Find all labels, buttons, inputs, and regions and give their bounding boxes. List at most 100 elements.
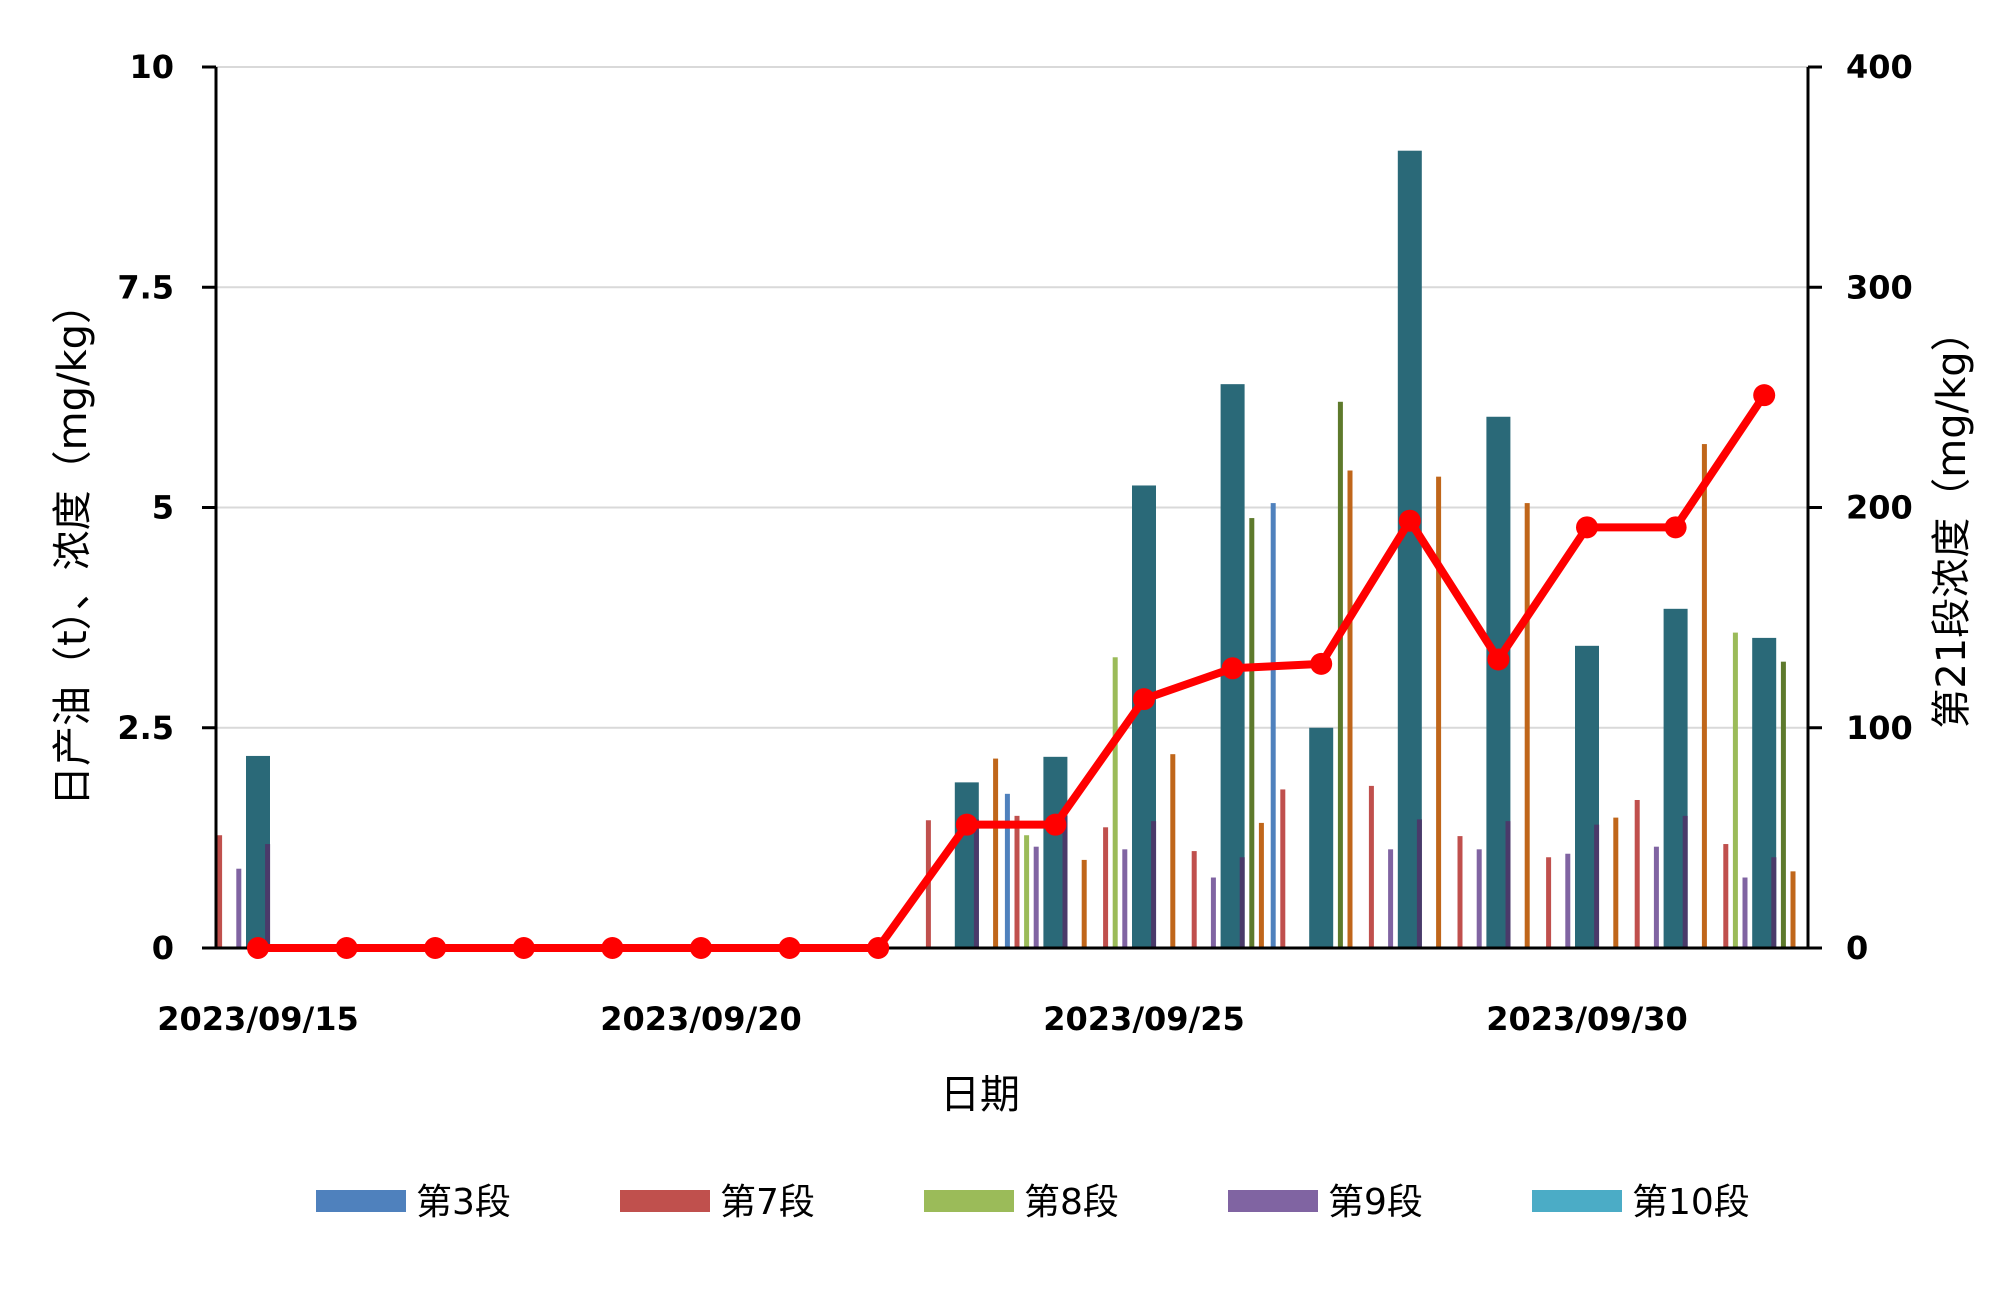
- y-tick-label: 7.5: [117, 268, 174, 306]
- line-point: [424, 937, 447, 959]
- line-series: [247, 384, 1776, 959]
- bar: [1014, 815, 1020, 948]
- bar: [1122, 849, 1128, 948]
- legend-swatch: [620, 1190, 710, 1212]
- bar: [1239, 857, 1245, 948]
- legend: 第3段 第7段 第8段 第9段 第10段: [316, 1182, 1750, 1223]
- bar: [1505, 821, 1511, 948]
- y2-tick-label: 100: [1846, 709, 1913, 747]
- line-point: [512, 937, 535, 959]
- bar: [973, 819, 979, 948]
- line-point: [601, 937, 624, 959]
- y2-tick-label: 200: [1846, 489, 1913, 527]
- bar: [1151, 821, 1157, 948]
- bar: [1546, 857, 1552, 948]
- y-tick-label: 0: [152, 929, 174, 967]
- legend-label: 第3段: [416, 1182, 511, 1223]
- bar: [1524, 503, 1530, 948]
- bar: [1723, 844, 1729, 948]
- x-tick-label: 2023/09/30: [1486, 1000, 1688, 1038]
- legend-label: 第10段: [1632, 1182, 1750, 1223]
- bar: [1436, 476, 1442, 948]
- line-point: [1044, 813, 1067, 836]
- gridlines: [216, 66, 1808, 729]
- bar: [1790, 871, 1796, 948]
- y-axis-title: 日产油（t）、浓度（mg/kg）: [50, 284, 96, 806]
- bar: [1081, 859, 1087, 948]
- bar: [1347, 470, 1353, 948]
- x-tick-label: 2023/09/15: [157, 1000, 359, 1038]
- legend-label: 第7段: [720, 1182, 815, 1223]
- line-path: [258, 392, 1768, 952]
- bar: [1103, 827, 1109, 948]
- x-tick-label: 2023/09/25: [1043, 1000, 1245, 1038]
- line-point: [955, 813, 978, 836]
- bar: [1388, 849, 1394, 948]
- bar: [1742, 877, 1748, 948]
- bar: [1682, 815, 1688, 948]
- bar: [1780, 661, 1786, 948]
- y-tick-label: 5: [152, 489, 174, 527]
- legend-swatch: [316, 1190, 406, 1212]
- bar: [1653, 846, 1659, 948]
- bar: [1732, 632, 1738, 948]
- bar: [1170, 754, 1176, 948]
- bar: [1280, 789, 1286, 948]
- bar: [217, 835, 223, 948]
- bar: [265, 844, 271, 948]
- legend-label: 第8段: [1024, 1182, 1119, 1223]
- bar: [1249, 518, 1255, 948]
- y-tick-label: 2.5: [117, 709, 174, 747]
- line-point: [778, 937, 801, 959]
- bar: [236, 868, 242, 948]
- legend-swatch: [924, 1190, 1014, 1212]
- line-point: [247, 937, 269, 959]
- line-point: [1310, 652, 1333, 675]
- x-tick-label: 2023/09/20: [600, 1000, 802, 1038]
- x-axis-title: 日期: [940, 1072, 1020, 1118]
- line-point: [1221, 657, 1244, 680]
- line-point: [1133, 688, 1155, 711]
- line-point: [1664, 516, 1687, 539]
- line-point: [1398, 509, 1421, 532]
- bar: [1634, 799, 1640, 948]
- bar: [1210, 877, 1216, 948]
- bar: [1594, 824, 1600, 948]
- y2-tick-label: 0: [1846, 929, 1868, 967]
- bar: [1397, 150, 1422, 948]
- bar: [1457, 836, 1463, 948]
- bar: [1368, 785, 1374, 948]
- line-point: [1487, 648, 1510, 671]
- bar: [1701, 444, 1707, 948]
- bar: [1416, 819, 1422, 948]
- legend-swatch: [1532, 1190, 1622, 1212]
- y-tick-label: 10: [129, 48, 174, 86]
- y2-tick-label: 400: [1846, 48, 1913, 86]
- bar: [1565, 853, 1571, 948]
- bar: [1062, 815, 1068, 948]
- line-point: [690, 937, 712, 959]
- bar: [1033, 846, 1039, 948]
- bar: [1771, 857, 1777, 948]
- bar: [1337, 401, 1343, 948]
- bar: [1112, 657, 1118, 948]
- y2-axis-title: 第21段浓度（mg/kg）: [1929, 311, 1975, 728]
- bar: [1309, 727, 1334, 948]
- line-point: [1576, 516, 1598, 539]
- bar: [1613, 817, 1619, 948]
- bar: [993, 758, 999, 948]
- line-point: [1753, 384, 1776, 407]
- bar: [1476, 849, 1482, 948]
- line-point: [335, 937, 358, 959]
- bar: [1004, 793, 1010, 948]
- bar: [1191, 851, 1197, 948]
- legend-swatch: [1228, 1190, 1318, 1212]
- line-point: [867, 937, 890, 959]
- axes: [202, 65, 1822, 950]
- bar: [1270, 503, 1276, 948]
- bar: [1258, 822, 1264, 948]
- legend-label: 第9段: [1328, 1182, 1423, 1223]
- bar: [1024, 835, 1030, 948]
